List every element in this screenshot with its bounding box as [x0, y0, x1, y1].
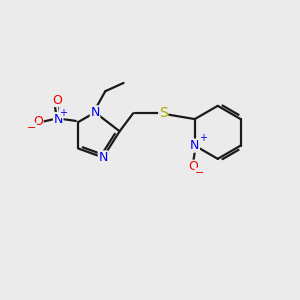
Text: −: −: [195, 168, 205, 178]
Text: O: O: [52, 94, 62, 106]
Text: N: N: [98, 151, 108, 164]
Text: N: N: [53, 113, 63, 126]
Text: −: −: [27, 123, 36, 133]
Text: +: +: [59, 108, 68, 118]
Text: N: N: [90, 106, 100, 119]
Text: N: N: [190, 139, 200, 152]
Text: S: S: [159, 106, 168, 120]
Text: O: O: [33, 115, 43, 128]
Text: O: O: [188, 160, 198, 173]
Text: +: +: [199, 133, 207, 143]
